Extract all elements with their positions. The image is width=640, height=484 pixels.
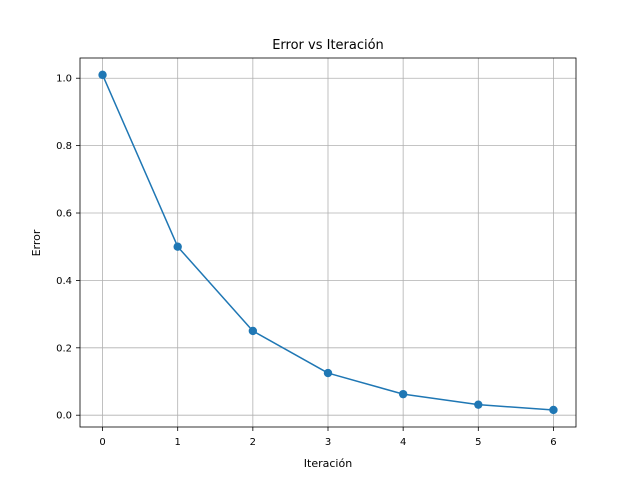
x-tick-label: 6 bbox=[550, 437, 556, 448]
y-tick-label: 0.8 bbox=[56, 141, 72, 152]
data-point bbox=[549, 405, 558, 415]
axis-ticks: 0 1 2 3 4 5 6 0.0 0.2 0.4 0.6 0.8 1.0 bbox=[56, 74, 557, 448]
data-point bbox=[248, 326, 258, 336]
x-tick-label: 5 bbox=[475, 437, 481, 448]
data-series bbox=[98, 70, 558, 415]
x-tick-label: 2 bbox=[250, 437, 256, 448]
y-tick-label: 0.6 bbox=[56, 209, 72, 220]
x-axis-label: Iteración bbox=[304, 457, 352, 470]
y-tick-label: 1.0 bbox=[56, 74, 72, 85]
plot-area-frame bbox=[79, 57, 577, 428]
chart-title: Error vs Iteración bbox=[272, 38, 384, 53]
y-tick-label: 0.0 bbox=[56, 411, 72, 422]
data-point bbox=[323, 368, 333, 378]
y-axis-label: Error bbox=[30, 229, 43, 256]
y-tick-label: 0.2 bbox=[56, 343, 72, 354]
data-point bbox=[98, 70, 107, 80]
x-tick-label: 3 bbox=[325, 437, 331, 448]
x-tick-label: 0 bbox=[99, 437, 105, 448]
data-point bbox=[173, 242, 182, 251]
x-tick-label: 1 bbox=[175, 437, 181, 448]
data-point bbox=[398, 389, 408, 399]
x-tick-label: 4 bbox=[400, 437, 406, 448]
y-tick-label: 0.4 bbox=[56, 276, 72, 287]
data-point bbox=[474, 400, 483, 409]
